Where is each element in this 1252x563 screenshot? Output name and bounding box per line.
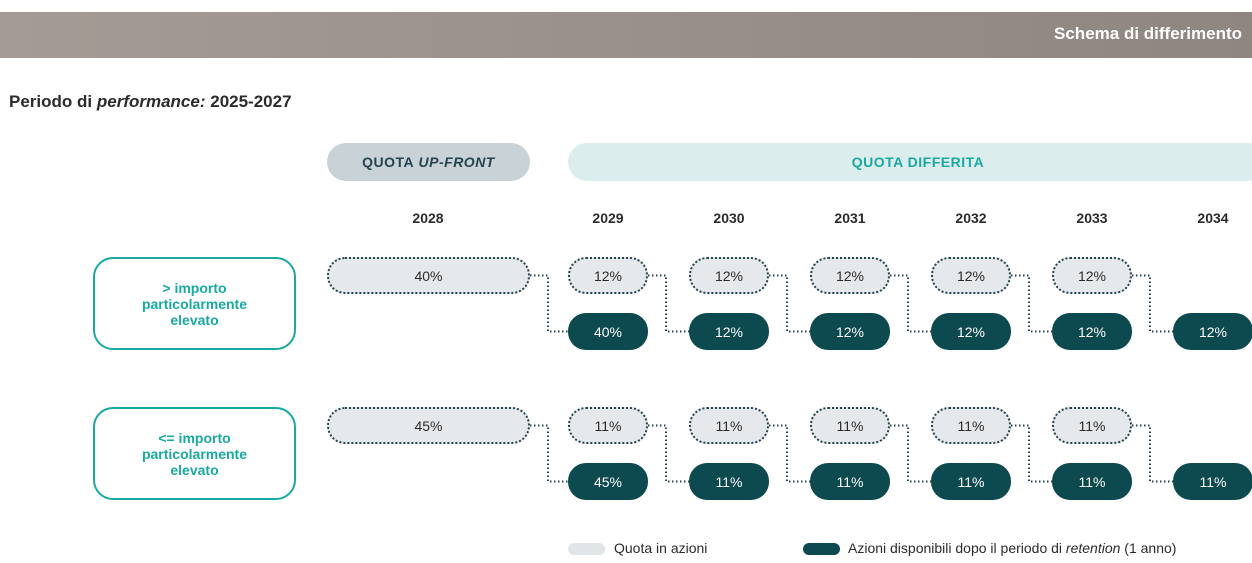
quota-pill: 45% [327,407,530,444]
quota-pill: 12% [568,257,648,294]
year: 2032 [955,210,987,226]
connector [1011,424,1052,483]
deferred-header: QUOTA DIFFERITA [568,143,1252,181]
available-pill: 11% [1173,463,1252,500]
available-pill: 12% [810,313,890,350]
available-pill: 40% [568,313,648,350]
year: 2029 [592,210,624,226]
year: 2030 [713,210,745,226]
available-pill: 12% [689,313,769,350]
quota-pill: 11% [568,407,648,444]
quota-pill: 12% [810,257,890,294]
connector [530,274,568,333]
year: 2028 [412,210,444,226]
upfront-header: QUOTA UP-FRONT [327,143,530,181]
quota-pill: 11% [931,407,1011,444]
connector [1132,424,1173,483]
upfront-label: QUOTA [362,154,415,170]
available-pill: 45% [568,463,648,500]
period-label: Periodo di [9,92,93,111]
period-years: 2025-2027 [210,92,292,111]
period: Periodo di performance: 2025-2027 [9,92,292,112]
connector [648,274,689,333]
quota-pill: 12% [1052,257,1132,294]
legend-text: (1 anno) [1124,540,1177,556]
header: Schema di differimento [0,12,1252,58]
connector [890,424,931,483]
quota-pill: 12% [931,257,1011,294]
connector [1011,274,1052,333]
available-pill: 11% [931,463,1011,500]
connector [769,274,810,333]
legend-text: Azioni disponibili dopo il periodo di [848,540,1063,556]
legend-label: Quota in azioni [614,540,708,556]
available-pill: 11% [1052,463,1132,500]
legend-label: Azioni disponibili dopo il periodo di re… [848,540,1176,556]
connector [530,424,568,483]
available-pill: 11% [689,463,769,500]
available-pill: 12% [931,313,1011,350]
available-pill: 12% [1173,313,1252,350]
connector [769,424,810,483]
period-emphasis: performance: [96,92,206,111]
year: 2031 [834,210,866,226]
legend-swatch [568,543,605,555]
deferred-label: QUOTA DIFFERITA [851,154,985,170]
quota-pill: 12% [689,257,769,294]
quota-pill: 11% [1052,407,1132,444]
row-label: > importo particolarmente elevato [93,257,296,350]
row-label: <= importo particolarmente elevato [93,407,296,500]
year: 2033 [1076,210,1108,226]
connector [648,424,689,483]
legend-emphasis: retention [1065,540,1121,556]
legend-swatch [803,543,840,555]
available-pill: 12% [1052,313,1132,350]
upfront-emphasis: UP-FRONT [418,154,495,170]
connector [1132,274,1173,333]
year: 2034 [1197,210,1229,226]
available-pill: 11% [810,463,890,500]
quota-pill: 40% [327,257,530,294]
quota-pill: 11% [689,407,769,444]
header-title: Schema di differimento [1054,24,1242,43]
connector [890,274,931,333]
quota-pill: 11% [810,407,890,444]
